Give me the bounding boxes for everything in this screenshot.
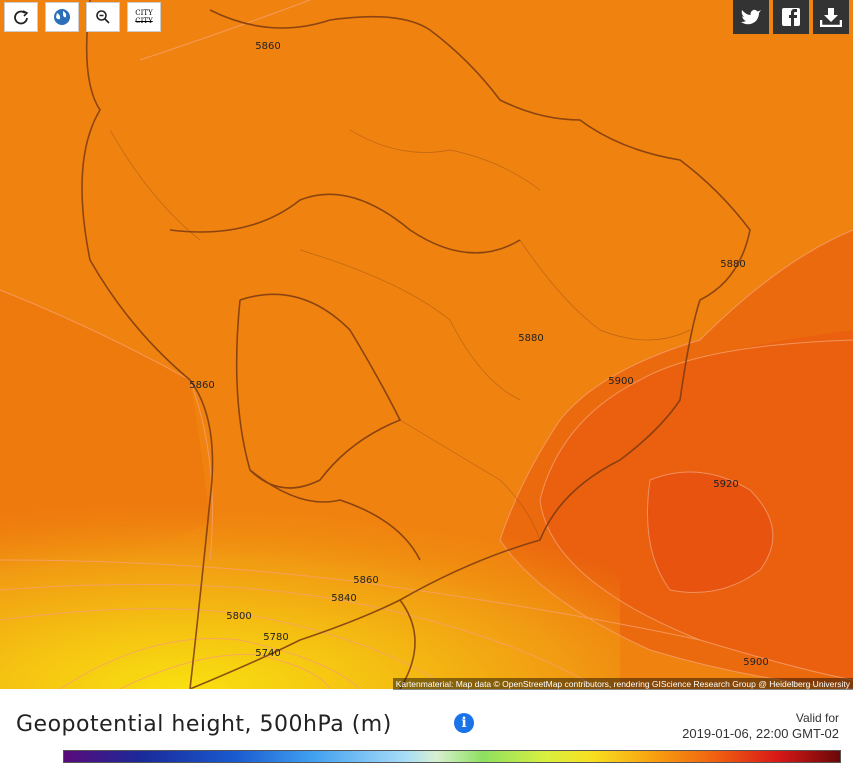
map: 5860 5880 5880 5900 5920 5860 5860 5840 5800 5780… bbox=[0, 0, 853, 689]
facebook-button[interactable] bbox=[773, 0, 809, 34]
city-button[interactable]: CITY CITY bbox=[127, 2, 161, 32]
chart-title: Geopotential height, 500hPa (m) bbox=[16, 712, 392, 737]
city-label-off: CITY bbox=[135, 17, 153, 25]
download-button[interactable] bbox=[813, 0, 849, 34]
contour-label: 5780 bbox=[263, 632, 288, 643]
refresh-button[interactable] bbox=[4, 2, 38, 32]
contour-label: 5860 bbox=[189, 380, 214, 391]
valid-time: Valid for 2019-01-06, 22:00 GMT-02 bbox=[682, 710, 839, 742]
contour-label: 5900 bbox=[608, 376, 633, 387]
facebook-icon bbox=[782, 8, 800, 26]
valid-label: Valid for bbox=[795, 711, 839, 725]
refresh-icon bbox=[14, 10, 29, 25]
contour-label: 5880 bbox=[518, 333, 543, 344]
valid-date: 2019-01-06, 22:00 GMT-02 bbox=[682, 726, 839, 741]
city-toggle: CITY CITY bbox=[135, 9, 152, 25]
zoom-icon bbox=[96, 10, 110, 24]
twitter-icon bbox=[741, 9, 761, 25]
contour-label: 5800 bbox=[226, 611, 251, 622]
contour-label: 5920 bbox=[713, 479, 738, 490]
contour-label: 5900 bbox=[743, 657, 768, 668]
twitter-button[interactable] bbox=[733, 0, 769, 34]
city-label: CITY bbox=[135, 9, 153, 17]
contour-label: 5880 bbox=[720, 259, 745, 270]
contour-label: 5740 bbox=[255, 648, 280, 659]
color-scale bbox=[63, 750, 841, 763]
download-icon bbox=[820, 8, 842, 27]
globe-icon bbox=[54, 9, 70, 25]
info-button[interactable]: i bbox=[454, 713, 474, 733]
globe-button[interactable] bbox=[45, 2, 79, 32]
contour-label: 5840 bbox=[331, 593, 356, 604]
contour-label: 5860 bbox=[255, 41, 280, 52]
zoom-button[interactable] bbox=[86, 2, 120, 32]
contour-label: 5860 bbox=[353, 575, 378, 586]
map-attribution: Kartenmaterial: Map data © OpenStreetMap… bbox=[392, 678, 853, 690]
